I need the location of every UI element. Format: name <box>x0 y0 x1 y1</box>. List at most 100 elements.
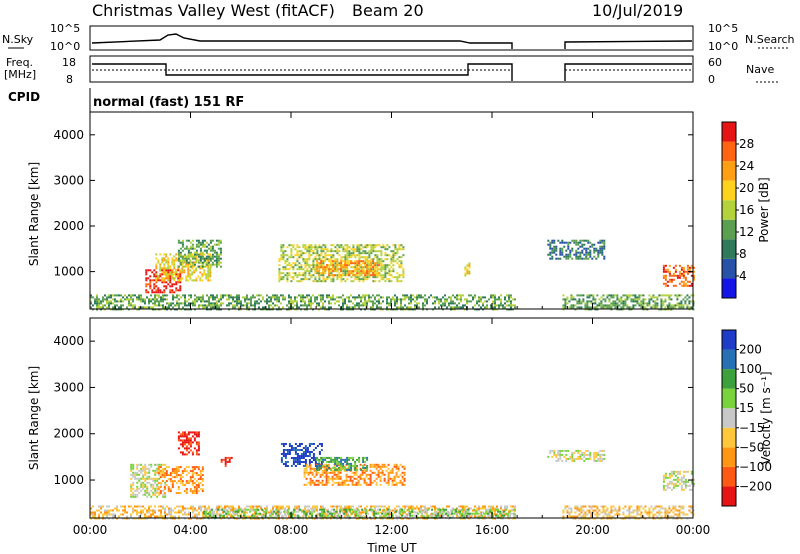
data-cell <box>378 260 381 263</box>
data-cell <box>555 253 558 256</box>
data-cell <box>353 483 356 486</box>
data-cell <box>173 470 176 473</box>
data-cell <box>108 511 110 514</box>
data-cell <box>190 505 192 508</box>
data-cell <box>171 263 174 266</box>
data-cell <box>199 476 202 479</box>
data-cell <box>302 451 305 453</box>
data-cell <box>314 507 316 510</box>
data-cell <box>335 477 338 480</box>
data-cell <box>290 296 292 299</box>
data-cell <box>219 247 222 250</box>
data-cell <box>273 510 276 513</box>
data-cell <box>171 486 174 489</box>
data-cell <box>356 250 359 253</box>
data-cell <box>336 276 339 279</box>
data-cell <box>640 306 643 309</box>
data-cell <box>270 511 272 514</box>
data-cell <box>322 244 325 247</box>
data-cell <box>576 300 579 303</box>
data-cell <box>305 469 308 472</box>
data-cell <box>408 296 410 299</box>
data-cell <box>458 509 460 512</box>
power-data-layer <box>90 239 695 311</box>
data-cell <box>599 249 602 252</box>
data-cell <box>181 484 184 487</box>
data-cell <box>302 272 305 275</box>
data-cell <box>586 302 589 305</box>
data-cell <box>132 473 135 476</box>
data-cell <box>136 467 139 470</box>
data-cell <box>309 471 312 474</box>
data-cell <box>678 478 681 481</box>
data-cell <box>486 300 488 303</box>
data-cell <box>314 447 317 449</box>
data-cell <box>140 471 143 474</box>
data-cell <box>217 259 220 262</box>
data-cell <box>241 510 244 513</box>
data-cell <box>585 249 588 252</box>
data-cell <box>243 514 246 517</box>
data-cell <box>332 466 335 469</box>
data-cell <box>304 270 307 273</box>
data-cell <box>171 277 174 280</box>
data-cell <box>108 505 110 508</box>
data-cell <box>132 481 135 484</box>
data-cell <box>458 302 460 305</box>
data-cell <box>342 256 345 259</box>
data-cell <box>148 511 150 514</box>
data-cell <box>320 458 323 461</box>
data-cell <box>356 296 358 299</box>
data-cell <box>315 463 318 466</box>
data-cell <box>146 481 149 484</box>
data-cell <box>294 465 297 467</box>
data-cell <box>180 509 182 512</box>
data-cell <box>165 267 168 270</box>
data-cell <box>280 276 283 279</box>
data-cell <box>157 275 160 278</box>
data-cell <box>586 306 589 309</box>
data-cell <box>608 300 611 303</box>
data-cell <box>668 482 671 485</box>
data-cell <box>202 300 204 303</box>
data-cell <box>676 472 679 475</box>
data-cell <box>346 296 348 299</box>
data-cell <box>582 300 585 303</box>
data-cell <box>368 268 371 271</box>
data-cell <box>369 463 372 466</box>
data-cell <box>374 262 377 265</box>
data-cell <box>200 298 202 301</box>
data-cell <box>222 294 224 297</box>
data-cell <box>329 477 332 480</box>
data-cell <box>452 302 454 305</box>
data-cell <box>328 276 331 279</box>
data-cell <box>307 473 310 476</box>
data-cell <box>282 254 285 257</box>
data-cell <box>338 254 341 257</box>
data-cell <box>670 298 673 301</box>
data-cell <box>132 511 134 514</box>
data-cell <box>555 249 558 252</box>
data-cell <box>362 460 365 463</box>
data-cell <box>565 255 568 258</box>
data-cell <box>348 462 351 465</box>
data-cell <box>333 473 336 476</box>
data-cell <box>326 460 329 463</box>
data-cell <box>318 462 321 465</box>
data-cell <box>340 244 343 247</box>
data-cell <box>187 279 190 282</box>
data-cell <box>304 252 307 255</box>
data-cell <box>549 247 552 250</box>
data-cell <box>324 246 327 249</box>
data-cell <box>382 244 385 247</box>
data-cell <box>201 267 204 270</box>
data-cell <box>559 449 562 452</box>
data-cell <box>314 270 317 273</box>
data-cell <box>173 259 176 262</box>
data-cell <box>652 306 655 309</box>
data-cell <box>434 509 436 512</box>
data-cell <box>327 463 330 466</box>
data-cell <box>584 302 587 305</box>
data-cell <box>157 482 160 485</box>
